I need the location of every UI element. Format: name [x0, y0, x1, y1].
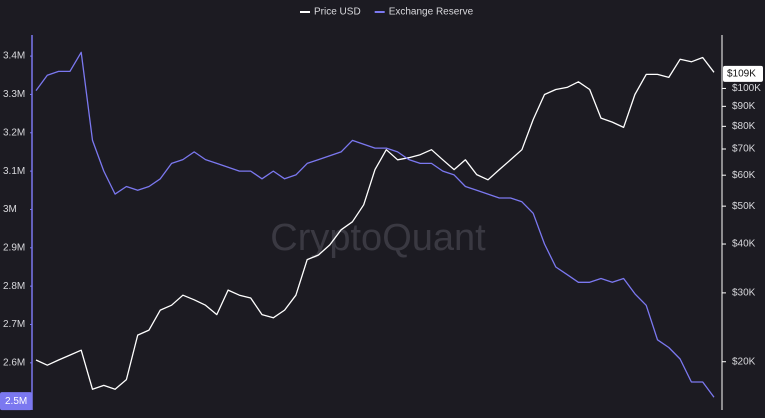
- y2-tick-label: $70K: [732, 144, 756, 155]
- y2-tick-label: $60K: [732, 170, 756, 181]
- y2-tick-label: $80K: [732, 121, 756, 132]
- series-line: [35, 51, 715, 398]
- y-tick-label: 3.3M: [3, 89, 25, 100]
- y-tick-label: 2.6M: [3, 357, 25, 368]
- y-tick-label: 2.8M: [3, 281, 25, 292]
- current-value-box: [0, 392, 32, 411]
- current-value-label: 2.5M: [5, 396, 27, 407]
- y-tick-label: 3.1M: [3, 166, 25, 177]
- y2-tick-label: $50K: [732, 201, 756, 212]
- y-tick-label: 3.2M: [3, 127, 25, 138]
- y2-tick-label: $30K: [732, 288, 756, 299]
- y2-tick-label: $40K: [732, 239, 756, 250]
- current-value-label: $109K: [727, 68, 756, 79]
- y2-tick-label: $100K: [732, 83, 761, 94]
- y-tick-label: 2.9M: [3, 242, 25, 253]
- series-line: [35, 56, 715, 390]
- current-value-box: [723, 65, 763, 82]
- y2-tick-label: $90K: [732, 101, 756, 112]
- legend-label[interactable]: Exchange Reserve: [389, 7, 474, 18]
- y-tick-label: 3.4M: [3, 51, 25, 62]
- y-tick-label: 2.7M: [3, 319, 25, 330]
- legend-label[interactable]: Price USD: [314, 7, 361, 18]
- watermark: CryptoQuant: [270, 217, 486, 259]
- y-tick-label: 3M: [3, 204, 17, 215]
- y2-tick-label: $20K: [732, 356, 756, 367]
